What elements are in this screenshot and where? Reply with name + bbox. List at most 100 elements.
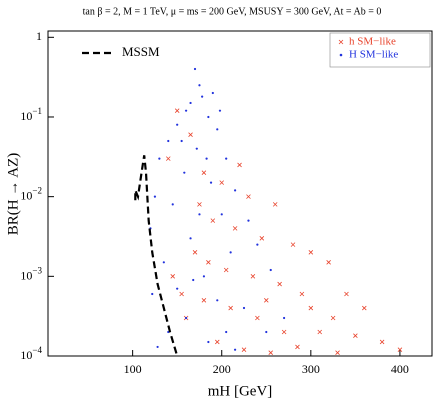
- point: [216, 299, 219, 302]
- point: [362, 305, 367, 311]
- point: [201, 170, 207, 175]
- y-tick-label: 10−2: [20, 186, 42, 203]
- y-tick-label: 10−1: [20, 106, 42, 123]
- point: [184, 109, 188, 112]
- point: [193, 67, 197, 71]
- point: [165, 156, 171, 161]
- point: [295, 344, 300, 350]
- point: [241, 347, 247, 352]
- point: [170, 274, 176, 279]
- legend-marker: [339, 53, 343, 57]
- point: [317, 329, 323, 335]
- point: [229, 251, 232, 254]
- point: [151, 292, 154, 296]
- point: [308, 250, 314, 255]
- point: [242, 306, 246, 310]
- point: [233, 189, 237, 192]
- point: [188, 132, 193, 137]
- point: [335, 350, 340, 355]
- point: [326, 260, 331, 265]
- legend-label: h SM−like: [349, 36, 396, 48]
- point: [281, 329, 287, 335]
- point: [195, 147, 198, 150]
- point: [232, 226, 238, 231]
- point: [265, 330, 268, 334]
- point: [218, 109, 222, 112]
- point: [158, 157, 161, 160]
- point: [268, 350, 274, 355]
- point: [210, 218, 216, 223]
- point: [225, 330, 228, 334]
- point: [207, 115, 210, 119]
- point: [259, 236, 265, 241]
- point: [162, 261, 165, 264]
- point: [167, 139, 170, 143]
- point: [211, 91, 214, 95]
- x-axis-label: mH [GeV]: [208, 383, 273, 399]
- point: [179, 291, 184, 297]
- point: [219, 180, 225, 185]
- point: [176, 287, 179, 290]
- point: [156, 345, 159, 349]
- point: [223, 267, 229, 273]
- point: [189, 237, 192, 240]
- plot-frame: [47, 30, 433, 357]
- point: [214, 339, 220, 345]
- mssm-legend-label: MSSM: [122, 44, 160, 59]
- point: [205, 157, 208, 160]
- point: [264, 298, 269, 303]
- x-tick-label: 300: [302, 362, 320, 376]
- point: [330, 315, 336, 321]
- point: [290, 242, 296, 247]
- x-tick-label: 400: [391, 362, 409, 376]
- point: [283, 316, 286, 320]
- point: [207, 340, 210, 344]
- point: [277, 281, 282, 287]
- point: [233, 348, 237, 351]
- point: [184, 316, 188, 320]
- point: [180, 139, 183, 143]
- legend-label: H SM−like: [349, 49, 398, 61]
- x-tick-label: 200: [213, 362, 231, 376]
- point: [176, 123, 179, 126]
- point: [171, 203, 174, 206]
- y-tick-label: 10−4: [20, 345, 42, 362]
- point: [197, 202, 202, 207]
- point: [269, 268, 272, 272]
- point: [237, 162, 242, 168]
- point: [174, 108, 180, 113]
- point: [247, 219, 250, 222]
- point: [192, 250, 198, 255]
- point: [255, 315, 260, 321]
- point: [183, 171, 186, 174]
- mssm-curve: [134, 155, 179, 357]
- point: [209, 181, 213, 184]
- point: [225, 157, 228, 160]
- y-tick-label: 10−3: [20, 265, 42, 282]
- point: [202, 275, 206, 278]
- point: [272, 202, 278, 207]
- point: [397, 347, 403, 352]
- point: [299, 291, 305, 297]
- legend-marker: [338, 39, 344, 45]
- point: [198, 84, 201, 87]
- point: [192, 278, 195, 282]
- point: [206, 260, 211, 265]
- chart-title: tan β = 2, M = 1 TeV, μ = ms = 200 GeV, …: [83, 6, 382, 17]
- point: [189, 101, 192, 105]
- point: [198, 213, 201, 216]
- point: [308, 305, 314, 311]
- point: [379, 339, 385, 345]
- point: [353, 333, 358, 338]
- legend-box: [329, 32, 431, 68]
- point: [344, 291, 349, 297]
- point: [246, 194, 251, 199]
- point: [153, 195, 157, 198]
- point: [220, 213, 223, 216]
- y-axis-label: BR(H → AZ): [5, 153, 21, 236]
- y-tick-label: 1: [36, 29, 42, 43]
- point: [201, 298, 207, 303]
- point: [250, 274, 256, 279]
- point: [256, 243, 259, 246]
